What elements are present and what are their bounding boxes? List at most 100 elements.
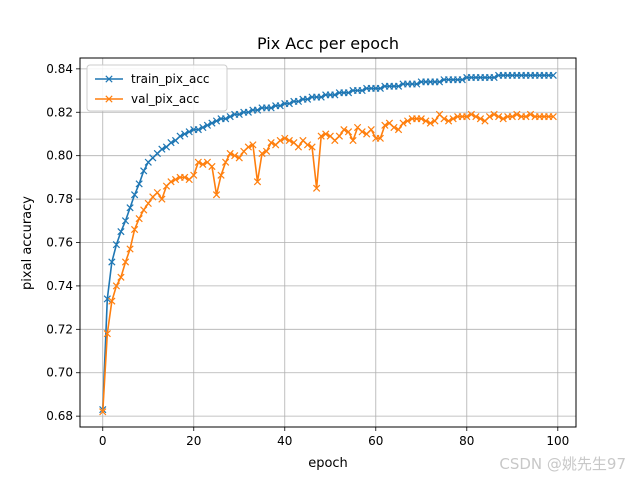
y-tick-label: 0.76 <box>46 236 73 250</box>
data-point <box>158 195 166 203</box>
chart-title: Pix Acc per epoch <box>257 34 399 53</box>
data-point <box>499 115 507 123</box>
data-point <box>208 162 216 171</box>
data-point <box>440 115 448 123</box>
data-point <box>422 117 430 125</box>
data-point <box>208 119 216 127</box>
data-point <box>235 154 243 162</box>
data-point <box>167 178 175 186</box>
data-point <box>435 78 444 86</box>
data-point <box>112 282 121 290</box>
data-point <box>226 112 234 121</box>
data-point <box>121 217 130 225</box>
data-point <box>221 115 230 123</box>
data-point <box>394 126 403 134</box>
data-point <box>426 119 435 127</box>
data-point <box>199 160 207 168</box>
y-tick-label: 0.70 <box>46 366 73 380</box>
data-point <box>226 149 234 158</box>
data-point <box>490 73 498 82</box>
data-point <box>99 408 107 416</box>
data-point <box>312 184 321 192</box>
series-train_pix_acc <box>99 71 557 414</box>
x-axis-label: epoch <box>308 456 348 471</box>
data-point <box>258 149 266 158</box>
data-point <box>103 330 111 338</box>
data-point <box>376 84 384 93</box>
data-point <box>235 110 243 119</box>
data-point <box>231 152 239 160</box>
axis-ticks: 0 20 40 60 80 100 0.68 0.70 0.72 0.74 0.76 0.78 0.80… <box>46 62 569 448</box>
data-point <box>244 143 252 151</box>
data-point <box>267 104 275 112</box>
data-point <box>399 119 407 127</box>
data-point <box>458 76 466 84</box>
data-point <box>467 110 475 119</box>
y-tick-label: 0.82 <box>46 105 73 119</box>
data-point <box>126 245 134 253</box>
x-tick-label: 40 <box>277 434 292 448</box>
data-point <box>212 191 221 199</box>
series-val_pix_acc <box>99 110 557 416</box>
data-point <box>294 143 303 151</box>
data-point <box>444 117 453 125</box>
data-point <box>417 115 425 123</box>
legend: train_pix_acc val_pix_acc <box>86 64 228 112</box>
data-point <box>376 134 384 142</box>
data-point <box>340 126 348 134</box>
data-point <box>135 180 143 188</box>
grid <box>80 58 576 427</box>
data-point <box>322 130 330 138</box>
series-line-val_pix_acc <box>101 113 554 412</box>
data-point <box>181 130 189 138</box>
data-point <box>244 108 252 116</box>
data-point <box>317 93 325 101</box>
data-point <box>103 295 111 303</box>
data-point <box>490 110 498 119</box>
series-layer <box>99 71 557 416</box>
data-point <box>294 97 303 106</box>
y-tick-label: 0.74 <box>46 279 73 293</box>
data-point <box>135 214 143 223</box>
legend-item-val_pix_acc: val_pix_acc <box>95 92 199 106</box>
data-point <box>317 132 325 140</box>
data-point <box>267 139 275 147</box>
data-point <box>335 132 344 140</box>
data-point <box>212 117 221 125</box>
data-point <box>394 82 403 90</box>
data-point <box>181 173 189 182</box>
x-tick-label: 60 <box>368 434 383 448</box>
data-point <box>344 128 353 136</box>
data-point <box>390 123 398 132</box>
data-point <box>476 115 485 123</box>
data-point <box>331 91 339 99</box>
data-point <box>194 126 202 134</box>
data-point <box>130 225 139 234</box>
watermark: CSDN @姚先生97 <box>499 455 626 473</box>
data-point <box>153 188 161 197</box>
data-point <box>140 206 148 214</box>
data-point <box>276 136 284 145</box>
data-point <box>203 121 212 129</box>
legend-label: train_pix_acc <box>131 72 210 86</box>
data-point <box>285 136 293 145</box>
legend-swatch-marker <box>105 75 113 83</box>
data-point <box>526 110 535 119</box>
x-tick-label: 20 <box>186 434 201 448</box>
legend-swatch-marker <box>105 95 113 103</box>
data-point <box>112 241 121 249</box>
data-point <box>404 117 412 125</box>
data-point <box>276 102 284 110</box>
data-point <box>108 297 116 305</box>
data-point <box>194 158 202 166</box>
y-tick-label: 0.72 <box>46 322 73 336</box>
x-tick-label: 100 <box>546 434 569 448</box>
data-point <box>171 175 180 184</box>
data-point <box>221 158 230 166</box>
data-point <box>281 134 289 142</box>
y-tick-label: 0.84 <box>46 62 73 76</box>
data-point <box>381 121 389 129</box>
data-point <box>463 112 471 121</box>
data-point <box>140 167 148 175</box>
data-point <box>249 141 257 149</box>
